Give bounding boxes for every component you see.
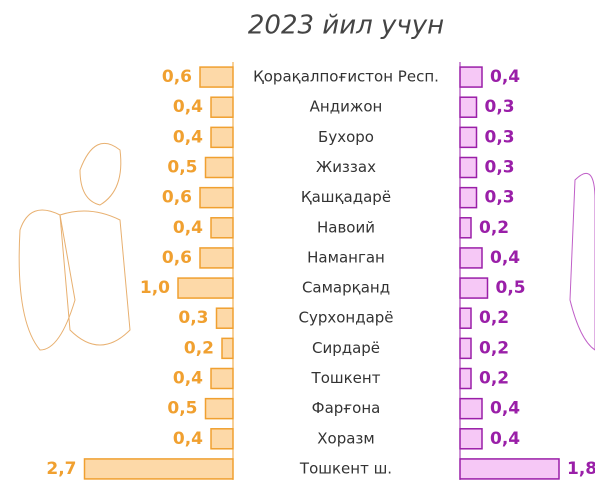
category-label: Сирдарё	[312, 339, 380, 357]
value-label: 0,3	[485, 127, 515, 147]
bar	[200, 67, 233, 87]
category-label: Андижон	[310, 98, 383, 116]
bar	[460, 67, 482, 87]
bar	[460, 429, 482, 449]
bar	[206, 158, 234, 178]
category-label: Фарғона	[312, 399, 381, 417]
value-label: 0,4	[490, 399, 520, 419]
category-label: Бухоро	[318, 128, 374, 146]
value-label: 0,4	[490, 429, 520, 449]
category-label: Хоразм	[317, 429, 374, 447]
bar	[211, 369, 233, 389]
value-label: 0,5	[167, 399, 197, 419]
value-label: 0,3	[485, 188, 515, 208]
value-label: 0,4	[173, 127, 203, 147]
bar	[200, 188, 233, 208]
bar	[200, 248, 233, 268]
bar	[217, 308, 234, 328]
category-label: Жиззах	[316, 158, 376, 176]
bar	[211, 218, 233, 238]
bar	[460, 399, 482, 419]
value-label: 1,0	[140, 278, 170, 298]
bar	[222, 338, 233, 358]
category-label: Тошкент	[311, 369, 381, 387]
value-label: 0,2	[479, 369, 509, 389]
value-label: 0,5	[167, 158, 197, 178]
chart-title: 2023 йил учун	[248, 11, 444, 41]
value-label: 1,8	[567, 459, 595, 479]
bar	[460, 97, 477, 117]
category-label: Тошкент ш.	[299, 459, 392, 477]
value-label: 0,4	[490, 248, 520, 268]
category-label: Самарқанд	[302, 279, 390, 297]
illustration-left	[19, 143, 130, 350]
bar	[460, 248, 482, 268]
value-label: 0,4	[173, 369, 203, 389]
bar	[460, 278, 488, 298]
value-label: 0,4	[490, 67, 520, 87]
value-label: 2,7	[46, 459, 76, 479]
bar	[211, 97, 233, 117]
value-label: 0,2	[184, 338, 214, 358]
category-label: Навоий	[317, 218, 375, 236]
bar	[460, 158, 477, 178]
bar	[460, 127, 477, 147]
category-label: Қашқадарё	[301, 188, 391, 206]
bar	[460, 459, 559, 479]
bar	[460, 308, 471, 328]
category-label: Қорақалпоғистон Респ.	[253, 68, 439, 86]
bar	[206, 399, 234, 419]
value-label: 0,4	[173, 218, 203, 238]
value-label: 0,2	[479, 218, 509, 238]
chart: 2023 йил учун Қорақалпоғистон Респ. 0,6 0,…	[0, 0, 595, 484]
value-label: 0,4	[173, 429, 203, 449]
category-label: Наманган	[307, 248, 385, 266]
illustration-right	[570, 173, 595, 350]
bar	[211, 127, 233, 147]
value-label: 0,6	[162, 67, 192, 87]
bar	[178, 278, 233, 298]
bar	[211, 429, 233, 449]
value-label: 0,2	[479, 308, 509, 328]
bar	[460, 188, 477, 208]
value-label: 0,6	[162, 188, 192, 208]
value-label: 0,6	[162, 248, 192, 268]
value-label: 0,2	[479, 338, 509, 358]
value-label: 0,3	[485, 158, 515, 178]
value-label: 0,4	[173, 97, 203, 117]
category-label: Сурхондарё	[298, 309, 393, 327]
bar	[85, 459, 234, 479]
value-label: 0,5	[496, 278, 526, 298]
value-label: 0,3	[178, 308, 208, 328]
bar	[460, 218, 471, 238]
bar	[460, 338, 471, 358]
bar	[460, 369, 471, 389]
value-label: 0,3	[485, 97, 515, 117]
